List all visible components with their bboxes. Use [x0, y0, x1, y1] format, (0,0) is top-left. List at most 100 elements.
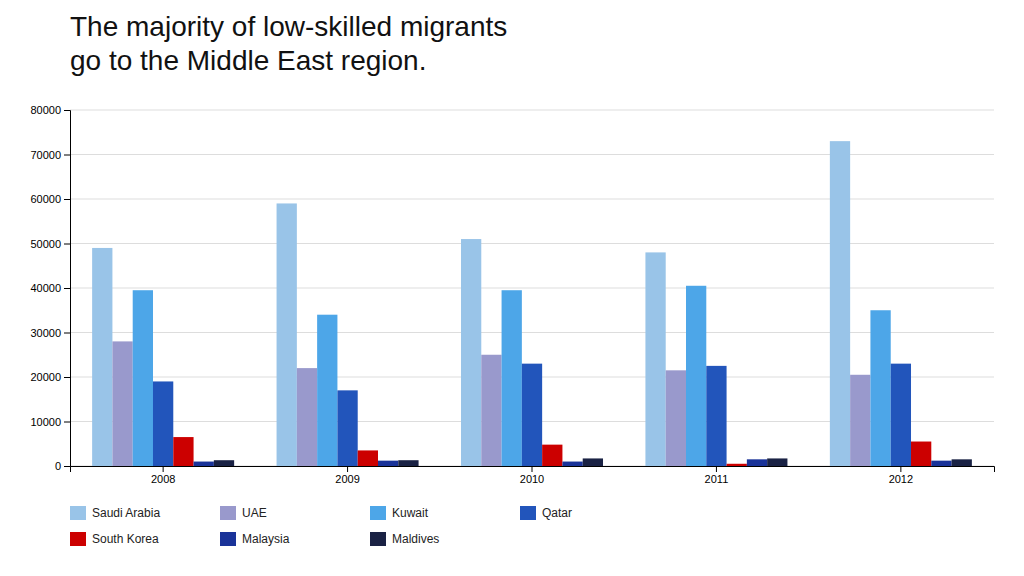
y-tick-label: 40000 — [30, 282, 61, 294]
y-tick: 70000 — [30, 149, 70, 161]
legend-label: South Korea — [92, 532, 159, 546]
x-tick: 2009 — [335, 466, 359, 485]
bar — [911, 442, 931, 466]
bar — [502, 290, 522, 466]
x-tick-mark — [716, 466, 717, 472]
x-tick-mark — [900, 466, 901, 472]
plot: 0 10000 20000 30000 40000 50000 60000 70000 8000… — [30, 104, 994, 485]
x-tick-label: 2009 — [335, 473, 359, 485]
y-tick: 20000 — [30, 371, 70, 383]
grid-line — [70, 110, 994, 111]
legend-swatch — [70, 532, 86, 546]
x-tick: 2010 — [520, 466, 544, 485]
y-tick: 10000 — [30, 416, 70, 428]
y-tick-mark — [64, 377, 70, 378]
title: The majority of low-skilled migrantsgo t… — [70, 11, 507, 76]
bar — [112, 341, 132, 466]
bar — [830, 141, 850, 466]
bar — [398, 460, 418, 466]
bar — [214, 460, 234, 466]
y-axis: 0 10000 20000 30000 40000 50000 60000 70000 8000… — [30, 104, 70, 472]
bar — [767, 458, 787, 466]
bar — [952, 459, 972, 466]
legend-item: Saudi Arabia — [70, 506, 160, 520]
bar — [522, 364, 542, 466]
title-line: go to the Middle East region. — [70, 45, 426, 76]
title-line: The majority of low-skilled migrants — [70, 11, 507, 42]
grid — [70, 110, 994, 466]
grid-line — [70, 332, 994, 333]
x-tick-mark — [532, 466, 533, 472]
legend-swatch — [520, 506, 536, 520]
y-tick-label: 10000 — [30, 416, 61, 428]
legend-swatch — [70, 506, 86, 520]
grid-line — [70, 199, 994, 200]
bar — [297, 368, 317, 466]
y-tick-mark — [64, 333, 70, 334]
legend-item: Qatar — [520, 506, 572, 520]
y-tick-label: 20000 — [30, 371, 61, 383]
y-tick-label: 30000 — [30, 327, 61, 339]
bar — [461, 239, 481, 466]
grid-line — [70, 288, 994, 289]
x-tick-label: 2008 — [151, 473, 175, 485]
bar — [562, 462, 582, 466]
x-tick-mark — [163, 466, 164, 472]
y-tick-mark — [64, 466, 70, 467]
legend-label: Malaysia — [242, 532, 290, 546]
y-tick: 50000 — [30, 238, 70, 250]
y-tick: 80000 — [30, 104, 70, 116]
legend-label: Saudi Arabia — [92, 506, 160, 520]
x-axis-line — [71, 467, 995, 473]
x-axis: 2008 2009 2010 2011 2012 — [71, 466, 995, 485]
x-tick: 2011 — [705, 466, 729, 485]
bar — [277, 203, 297, 466]
bar — [686, 286, 706, 466]
bar — [850, 375, 870, 466]
y-tick: 30000 — [30, 327, 70, 339]
x-tick-label: 2012 — [889, 473, 913, 485]
x-tick: 2008 — [151, 466, 175, 485]
bar — [378, 461, 398, 466]
bar — [583, 458, 603, 466]
bar — [645, 252, 665, 466]
x-tick-label: 2010 — [520, 473, 544, 485]
y-tick-label: 50000 — [30, 238, 61, 250]
bar — [358, 450, 378, 466]
y-tick-label: 60000 — [30, 193, 61, 205]
y-tick-label: 80000 — [30, 104, 61, 116]
bar — [92, 248, 112, 466]
y-tick: 60000 — [30, 193, 70, 205]
legend-item: Malaysia — [220, 532, 290, 546]
x-tick: 2012 — [889, 466, 913, 485]
legend-item: UAE — [220, 506, 267, 520]
y-tick-mark — [64, 155, 70, 156]
y-axis-line — [64, 111, 71, 467]
legend-swatch — [220, 506, 236, 520]
bar — [891, 364, 911, 466]
legend-swatch — [370, 532, 386, 546]
legend-item: Maldives — [370, 532, 439, 546]
bar — [173, 437, 193, 466]
grid-line — [70, 243, 994, 244]
bar — [481, 355, 501, 466]
y-tick-label: 70000 — [30, 149, 61, 161]
bar — [666, 370, 686, 466]
bar — [727, 464, 747, 466]
legend-swatch — [220, 532, 236, 546]
bar — [337, 390, 357, 466]
legend-label: UAE — [242, 506, 267, 520]
legend-item: South Korea — [70, 532, 159, 546]
legend-label: Qatar — [542, 506, 572, 520]
chart: The majority of low-skilled migrantsgo t… — [0, 0, 1024, 576]
legend-label: Maldives — [392, 532, 439, 546]
legend-item: Kuwait — [370, 506, 429, 520]
y-tick-mark — [64, 288, 70, 289]
bar — [706, 366, 726, 466]
y-tick-mark — [64, 110, 70, 111]
bar — [153, 381, 173, 466]
bar — [542, 445, 562, 466]
legend: Saudi Arabia UAE Kuwait Qatar South Korea Mal… — [70, 506, 572, 546]
y-tick-label: 0 — [55, 460, 61, 472]
bars — [92, 141, 972, 466]
